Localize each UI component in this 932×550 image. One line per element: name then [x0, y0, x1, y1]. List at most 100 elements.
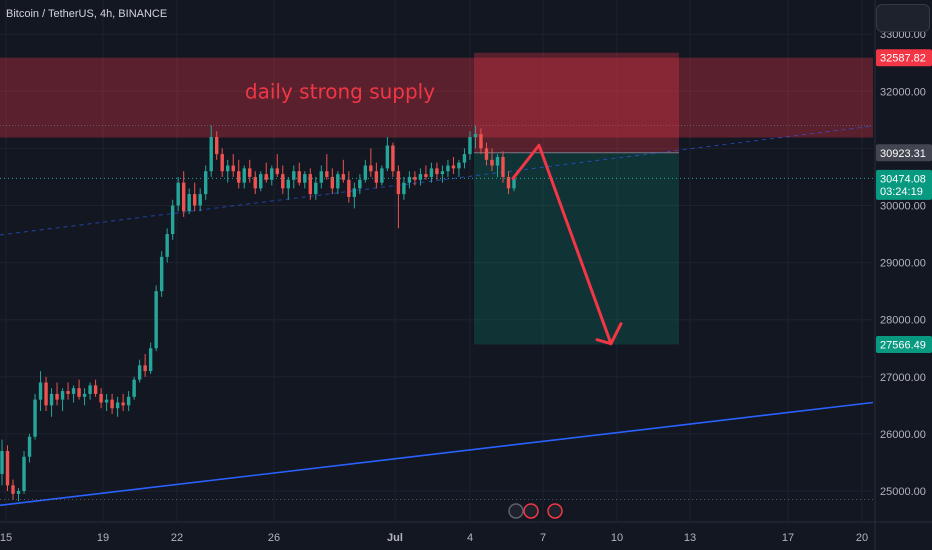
candle-body[interactable] — [176, 182, 180, 206]
candle-body[interactable] — [435, 168, 439, 175]
candle-body[interactable] — [242, 168, 246, 183]
candle-body[interactable] — [281, 174, 285, 189]
candle-body[interactable] — [44, 382, 48, 406]
candle-body[interactable] — [187, 194, 191, 212]
candle-body[interactable] — [209, 136, 213, 172]
candle-body[interactable] — [137, 365, 142, 380]
candle-body[interactable] — [231, 165, 235, 172]
candle-body[interactable] — [413, 176, 417, 180]
candle-body[interactable] — [198, 194, 202, 206]
projection-arrow[interactable] — [511, 143, 613, 346]
candle-body[interactable] — [115, 402, 120, 409]
candle-body[interactable] — [237, 171, 241, 183]
candle-body[interactable] — [402, 182, 406, 195]
candle-body[interactable] — [484, 148, 489, 160]
candle-body[interactable] — [319, 171, 324, 183]
candle-body[interactable] — [88, 385, 92, 394]
candle-body[interactable] — [16, 491, 21, 494]
candle-body[interactable] — [226, 165, 230, 172]
candle-body[interactable] — [33, 399, 37, 437]
candle-body[interactable] — [132, 379, 136, 397]
candle-body[interactable] — [330, 176, 335, 189]
candle-body[interactable] — [314, 182, 318, 195]
candle-body[interactable] — [170, 205, 175, 235]
price-axis[interactable] — [875, 0, 932, 550]
candle-body[interactable] — [253, 176, 257, 189]
candle-body[interactable] — [27, 436, 32, 457]
candle-body[interactable] — [358, 179, 362, 189]
candle-body[interactable] — [446, 165, 450, 172]
chart-menu-button[interactable] — [876, 4, 930, 32]
candle-body[interactable] — [391, 145, 395, 172]
event-flag-icon[interactable] — [547, 503, 563, 519]
candle-body[interactable] — [215, 136, 219, 155]
candle-body[interactable] — [192, 194, 197, 206]
candle-body[interactable] — [0, 451, 4, 474]
candle-body[interactable] — [159, 256, 164, 292]
candle-body[interactable] — [93, 385, 98, 394]
support-trendline[interactable] — [0, 401, 874, 507]
candle-body[interactable] — [369, 165, 373, 172]
candle-body[interactable] — [468, 136, 472, 155]
candle-body[interactable] — [71, 388, 76, 394]
candle-body[interactable] — [143, 365, 147, 372]
event-bolt-icon[interactable] — [508, 503, 524, 519]
candle-body[interactable] — [363, 165, 368, 180]
candle-body[interactable] — [11, 485, 15, 494]
candle-body[interactable] — [341, 174, 346, 180]
candle-body[interactable] — [38, 382, 43, 400]
candle-body[interactable] — [154, 291, 158, 349]
candle-body[interactable] — [457, 162, 461, 169]
candle-body[interactable] — [22, 456, 26, 491]
candle-body[interactable] — [110, 399, 114, 409]
candle-body[interactable] — [347, 179, 351, 197]
candle-body[interactable] — [126, 396, 131, 406]
candle-body[interactable] — [501, 156, 505, 177]
candle-body[interactable] — [380, 168, 384, 183]
candle-body[interactable] — [60, 391, 65, 400]
candle-body[interactable] — [418, 174, 423, 180]
candle-body[interactable] — [424, 174, 428, 177]
candle-body[interactable] — [506, 176, 511, 189]
candle-body[interactable] — [55, 393, 59, 400]
candle-body[interactable] — [259, 174, 263, 189]
candle-body[interactable] — [473, 134, 478, 137]
candle-body[interactable] — [396, 171, 401, 195]
candle-body[interactable] — [49, 393, 54, 406]
candle-body[interactable] — [462, 154, 467, 163]
candle-body[interactable] — [297, 171, 301, 183]
candle-body[interactable] — [407, 176, 412, 183]
candle-body[interactable] — [325, 171, 329, 177]
candle-body[interactable] — [490, 159, 494, 166]
candle-body[interactable] — [5, 451, 10, 486]
candle-body[interactable] — [512, 178, 516, 189]
supply-zone[interactable] — [0, 57, 873, 138]
candle-body[interactable] — [66, 391, 70, 394]
candle-body[interactable] — [385, 145, 390, 169]
candle-body[interactable] — [451, 165, 456, 169]
candle-body[interactable] — [248, 168, 252, 177]
candle-body[interactable] — [121, 402, 125, 406]
candle-body[interactable] — [440, 171, 445, 175]
candle-body[interactable] — [165, 234, 169, 257]
candle-body[interactable] — [203, 171, 208, 195]
event-flag-icon[interactable] — [523, 503, 539, 519]
candle-body[interactable] — [479, 134, 483, 149]
candle-body[interactable] — [352, 188, 357, 197]
candle-body[interactable] — [148, 348, 153, 372]
candle-body[interactable] — [104, 399, 109, 403]
candle-body[interactable] — [264, 174, 268, 180]
candle-body[interactable] — [374, 171, 379, 183]
time-axis[interactable] — [0, 522, 932, 550]
candle-body[interactable] — [308, 174, 313, 195]
candle-body[interactable] — [286, 179, 290, 189]
candle-body[interactable] — [292, 171, 296, 180]
candle-body[interactable] — [82, 393, 87, 397]
candle-body[interactable] — [495, 156, 500, 166]
dashed-trendline[interactable] — [0, 125, 874, 236]
candle-body[interactable] — [270, 168, 274, 180]
candle-body[interactable] — [275, 168, 279, 175]
candle-body[interactable] — [336, 174, 340, 189]
stop-loss-zone[interactable] — [474, 52, 679, 153]
